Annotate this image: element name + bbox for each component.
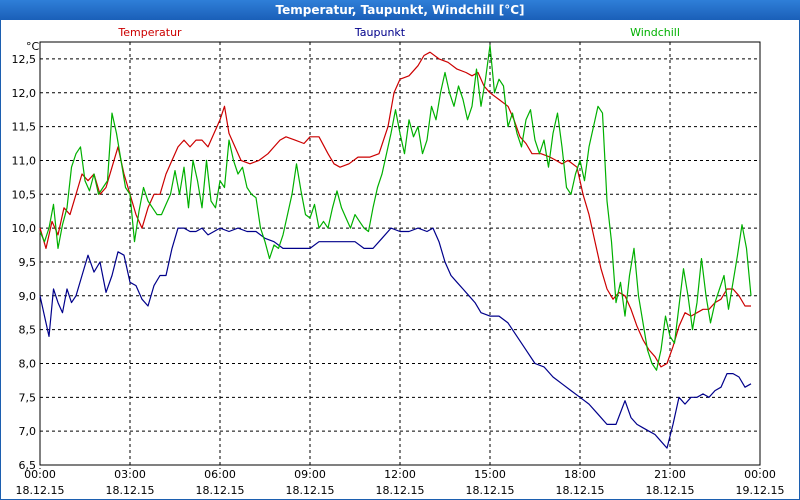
- y-tick-label: 10,5: [12, 188, 37, 201]
- y-tick-label: 11,5: [12, 121, 37, 134]
- legend: Temperatur Taupunkt Windchill: [117, 26, 680, 39]
- legend-taupunkt: Taupunkt: [354, 26, 406, 39]
- x-tick-time: 06:00: [204, 468, 236, 481]
- x-tick-date: 18.12.15: [286, 484, 335, 497]
- x-tick-date: 18.12.15: [466, 484, 515, 497]
- y-tick-label: 8,5: [19, 324, 37, 337]
- x-tick-time: 18:00: [564, 468, 596, 481]
- x-tick-time: 09:00: [294, 468, 326, 481]
- series-line-taupunkt: [39, 227, 752, 449]
- plot-area-border: [39, 41, 761, 466]
- x-tick-date: 18.12.15: [376, 484, 425, 497]
- y-tick-label: 8,0: [19, 357, 37, 370]
- y-tick-label: 6,5: [19, 459, 37, 472]
- x-tick-time: 00:00: [24, 468, 56, 481]
- x-tick-time: 12:00: [384, 468, 416, 481]
- grid: [39, 42, 761, 469]
- series-line-windchill: [39, 44, 752, 371]
- legend-temperatur: Temperatur: [117, 26, 182, 39]
- line-chart: 6,5 7,0 7,5 8,0 8,5 9,0 9,5 10,0 10,5 11,0 11,5 12,…: [12, 26, 785, 497]
- x-tick-date: 19.12.15: [736, 484, 785, 497]
- x-tick-date: 18.12.15: [106, 484, 155, 497]
- legend-windchill: Windchill: [630, 26, 680, 39]
- x-tick-time: 21:00: [654, 468, 686, 481]
- x-tick-time: 15:00: [474, 468, 506, 481]
- x-tick-date: 18.12.15: [556, 484, 605, 497]
- y-tick-label: 9,5: [19, 256, 37, 269]
- x-tick-date: 18.12.15: [646, 484, 695, 497]
- x-tick-date: 18.12.15: [16, 484, 65, 497]
- y-tick-label: 12,0: [12, 87, 37, 100]
- y-tick-label: 7,0: [19, 425, 37, 438]
- axes: 6,5 7,0 7,5 8,0 8,5 9,0 9,5 10,0 10,5 11,0 11,5 12,…: [12, 40, 785, 497]
- y-tick-label: 11,0: [12, 154, 37, 167]
- y-tick-label: 12,5: [12, 53, 37, 66]
- window-title: Temperatur, Taupunkt, Windchill [°C]: [0, 0, 800, 20]
- series-line-temperatur: [39, 51, 751, 368]
- y-tick-label: 9,0: [19, 290, 37, 303]
- y-unit-label: °C: [26, 40, 40, 53]
- x-tick-date: 18.12.15: [196, 484, 245, 497]
- y-tick-label: 10,0: [12, 222, 37, 235]
- x-tick-time: 00:00: [744, 468, 776, 481]
- x-tick-time: 03:00: [114, 468, 146, 481]
- y-tick-label: 7,5: [19, 391, 37, 404]
- series-lines: [39, 44, 752, 449]
